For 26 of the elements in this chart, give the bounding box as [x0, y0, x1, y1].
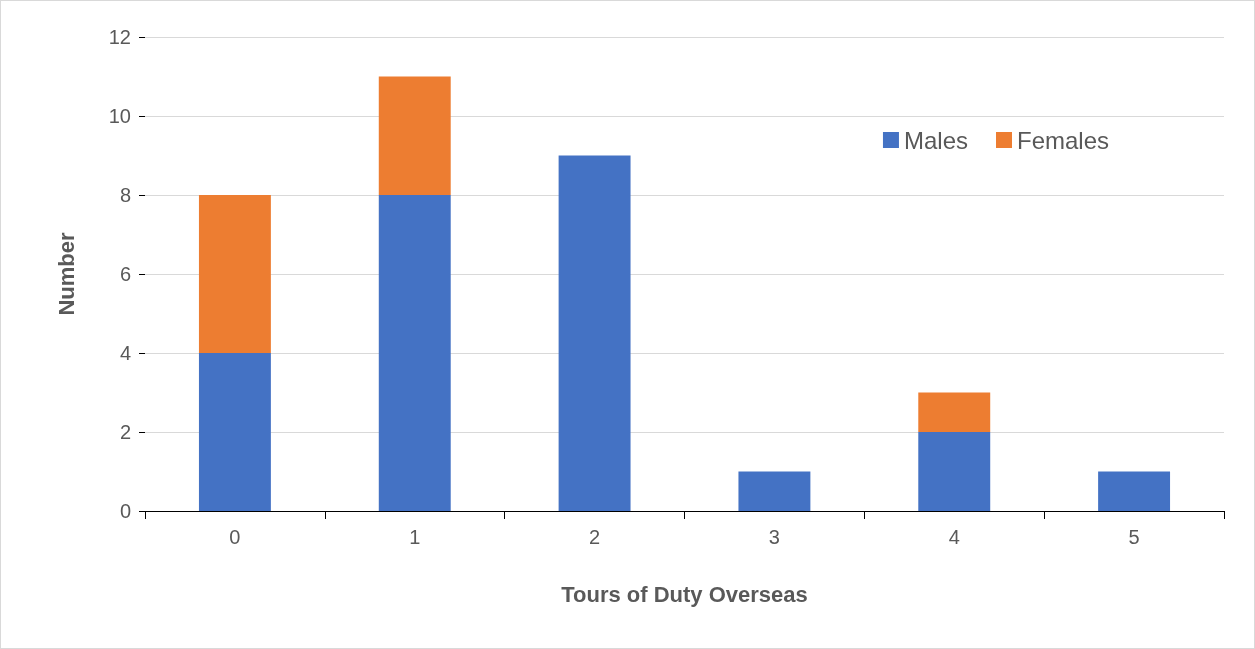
- bar: [1098, 471, 1171, 511]
- bar: [378, 195, 451, 511]
- x-tick-label: 1: [409, 526, 421, 548]
- bar: [378, 76, 451, 195]
- bar: [738, 471, 811, 511]
- y-tick-label: 10: [108, 105, 131, 127]
- y-tick-label: 2: [119, 421, 131, 443]
- x-tick-label: 4: [948, 526, 960, 548]
- bar: [198, 353, 271, 511]
- y-axis-title: Number: [53, 232, 79, 316]
- legend-label: Females: [1016, 126, 1109, 154]
- y-tick-label: 6: [119, 263, 131, 285]
- bar: [918, 392, 991, 432]
- x-axis-title: Tours of Duty Overseas: [561, 581, 808, 607]
- bar: [558, 155, 631, 511]
- x-tick-label: 0: [229, 526, 241, 548]
- bar: [918, 432, 991, 511]
- x-tick-label: 3: [768, 526, 780, 548]
- legend-label: Males: [903, 126, 968, 154]
- y-tick-label: 12: [108, 26, 131, 48]
- x-tick-label: 2: [589, 526, 601, 548]
- y-tick-label: 8: [119, 184, 131, 206]
- y-tick-label: 0: [119, 500, 131, 522]
- y-tick-label: 4: [119, 342, 131, 364]
- bar: [198, 195, 271, 353]
- x-tick-label: 5: [1128, 526, 1140, 548]
